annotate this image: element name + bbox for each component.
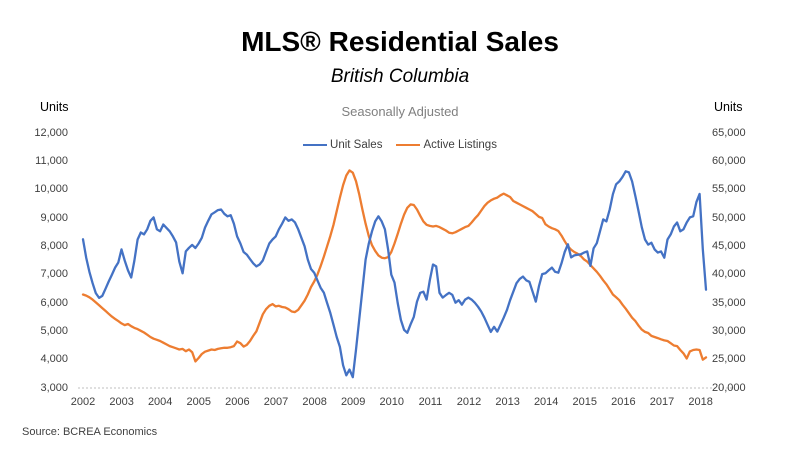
legend-item-active-listings: Active Listings [396,139,497,151]
legend-line-swatch [303,143,328,147]
right-axis-tick: 30,000 [712,324,746,337]
right-axis-tick: 55,000 [712,183,746,196]
chart-title: MLS® Residential Sales [241,26,559,57]
left-axis-tick: 3,000 [40,381,68,394]
left-axis-unit-label: Units [40,100,69,114]
chart-note: Seasonally Adjusted [341,104,459,119]
x-axis-tick: 2016 [611,396,636,408]
legend-label: Unit Sales [330,139,383,151]
x-axis-tick: 2004 [147,396,173,408]
left-axis-tick: 11,000 [35,154,68,167]
legend-line-swatch [396,143,421,147]
left-axis-tick: 10,000 [34,183,68,196]
right-axis-tick: 65,000 [712,126,746,139]
left-axis-tick: 7,000 [40,268,68,281]
source-note: Source: BCREA Economics [22,426,158,438]
x-axis-tick: 2014 [533,396,559,408]
left-axis-tick: 8,000 [40,239,68,252]
left-axis-tick: 4,000 [40,353,68,366]
unit-sales-line [81,170,708,379]
right-axis-tick: 45,000 [712,239,746,252]
left-axis-tick: 5,000 [40,324,68,337]
x-axis-tick: 2012 [456,396,482,408]
left-axis-tick: 6,000 [40,296,68,309]
legend: Unit Sales Active Listings [0,139,800,151]
left-axis-tick: 9,000 [40,211,68,224]
x-axis-tick: 2009 [340,396,366,408]
right-axis-unit-label: Units [714,100,743,114]
legend-item-unit-sales: Unit Sales [303,139,382,151]
left-axis-tick: 12,000 [34,126,68,139]
right-axis-tick: 40,000 [712,268,746,281]
active-listings-line [81,169,708,363]
chart-subtitle: British Columbia [330,66,470,87]
x-axis-tick: 2005 [186,396,212,408]
x-axis-tick: 2015 [572,396,598,408]
right-axis-tick: 25,000 [712,353,746,366]
x-axis-tick: 2018 [688,396,713,408]
x-axis-tick: 2013 [495,396,520,408]
x-axis-tick: 2007 [263,396,289,408]
legend-label: Active Listings [423,139,497,151]
right-axis-tick: 35,000 [712,296,746,309]
x-axis-tick: 2017 [649,396,675,408]
right-axis-tick: 60,000 [712,154,746,167]
x-axis-tick: 2002 [70,396,96,408]
right-axis-tick: 50,000 [712,211,746,224]
x-axis-tick: 2006 [225,396,250,408]
right-axis-tick: 20,000 [712,381,746,394]
x-axis-tick: 2010 [379,396,405,408]
x-axis-tick: 2008 [302,396,327,408]
x-axis-tick: 2011 [418,396,443,408]
x-axis-tick: 2003 [109,396,134,408]
